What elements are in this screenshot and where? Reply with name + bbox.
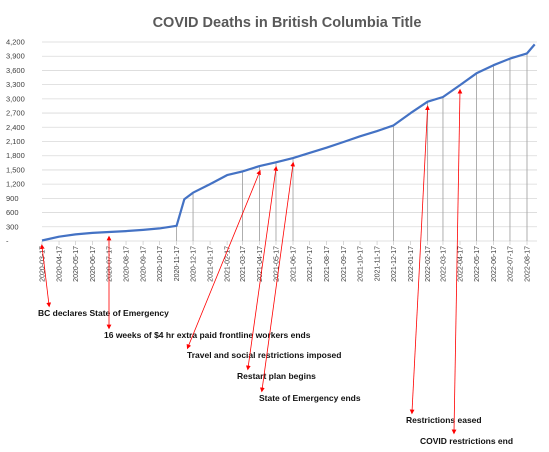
x-tick-label: 2021-08-17 bbox=[324, 246, 331, 282]
x-tick-label: 2021-02-17 bbox=[225, 246, 232, 282]
series-layer bbox=[41, 43, 536, 242]
x-tick-label: 2021-06-17 bbox=[291, 246, 298, 282]
annotation-label: COVID restrictions end bbox=[420, 436, 513, 446]
x-tick-label: 2020-05-17 bbox=[73, 246, 80, 282]
x-tick-label: 2022-08-17 bbox=[525, 246, 532, 282]
y-tick-label: 2,100 bbox=[6, 137, 25, 146]
y-tick-label: 3,000 bbox=[6, 94, 25, 103]
y-tick-label: - bbox=[6, 237, 9, 246]
y-tick-label: 2,700 bbox=[6, 109, 25, 118]
x-tick-label: 2022-06-17 bbox=[491, 246, 498, 282]
x-tick-label: 2020-07-17 bbox=[107, 246, 114, 282]
y-tick-label: 1,800 bbox=[6, 151, 25, 160]
y-tick-label: 900 bbox=[6, 194, 19, 203]
y-tick-label: 3,900 bbox=[6, 52, 25, 61]
y-tick-label: 3,600 bbox=[6, 66, 25, 75]
x-tick-label: 2022-03-17 bbox=[440, 246, 447, 282]
y-tick-label: 1,500 bbox=[6, 165, 25, 174]
x-tick-label: 2020-10-17 bbox=[157, 246, 164, 282]
x-tick-label: 2021-10-17 bbox=[358, 246, 365, 282]
x-axis: 2020-03-17 2020-04-17 2020-05-17 2020-06-17… bbox=[40, 246, 532, 282]
x-tick-label: 2022-05-17 bbox=[474, 246, 481, 282]
x-tick-label: 2022-07-17 bbox=[507, 246, 514, 282]
annotations: BC declares State of Emergency 16 weeks o… bbox=[38, 88, 513, 446]
y-tick-label: 600 bbox=[6, 208, 19, 217]
x-tick-label: 2021-09-17 bbox=[341, 246, 348, 282]
x-tick-label: 2022-01-17 bbox=[408, 246, 415, 282]
series-line bbox=[41, 43, 536, 242]
x-tick-label: 2022-02-17 bbox=[425, 246, 432, 282]
annotation-arrow bbox=[39, 244, 52, 308]
annotation-arrow bbox=[259, 161, 296, 393]
x-tick-label: 2021-12-17 bbox=[391, 246, 398, 282]
x-tick-label: 2020-06-17 bbox=[90, 246, 97, 282]
annotation-arrow bbox=[409, 105, 430, 415]
x-tick-label: 2021-03-17 bbox=[240, 246, 247, 282]
annotation-arrow bbox=[451, 88, 463, 435]
x-tick-label: 2021-07-17 bbox=[307, 246, 314, 282]
x-tick-label: 2020-08-17 bbox=[124, 246, 131, 282]
annotation-label: State of Emergency ends bbox=[259, 393, 361, 403]
x-tick-label: 2020-11-17 bbox=[174, 246, 181, 281]
annotation-label: Restart plan begins bbox=[237, 371, 316, 381]
y-tick-label: 4,200 bbox=[6, 38, 25, 47]
annotation-label: Travel and social restrictions imposed bbox=[187, 350, 341, 360]
y-tick-label: 1,200 bbox=[6, 180, 25, 189]
y-tick-label: 3,300 bbox=[6, 80, 25, 89]
annotation-label: Restrictions eased bbox=[406, 415, 482, 425]
y-tick-label: 300 bbox=[6, 222, 19, 231]
annotation-label: 16 weeks of $4 hr extra paid frontline w… bbox=[104, 330, 311, 340]
gridlines bbox=[41, 41, 537, 245]
x-tick-label: 2022-04-17 bbox=[457, 246, 464, 282]
y-axis: - 300 600 900 1,200 1,500 1,800 2,100 2,400 2,700… bbox=[6, 38, 25, 246]
annotation-label: BC declares State of Emergency bbox=[38, 308, 169, 318]
x-tick-label: 2020-04-17 bbox=[57, 246, 64, 282]
x-tick-label: 2020-12-17 bbox=[191, 246, 198, 282]
x-tick-label: 2021-11-17 bbox=[375, 246, 382, 281]
x-tick-label: 2021-01-17 bbox=[208, 246, 215, 282]
y-tick-label: 2,400 bbox=[6, 123, 25, 132]
chart-title: COVID Deaths in British Columbia Title bbox=[153, 15, 422, 31]
x-tick-label: 2020-09-17 bbox=[141, 246, 148, 282]
